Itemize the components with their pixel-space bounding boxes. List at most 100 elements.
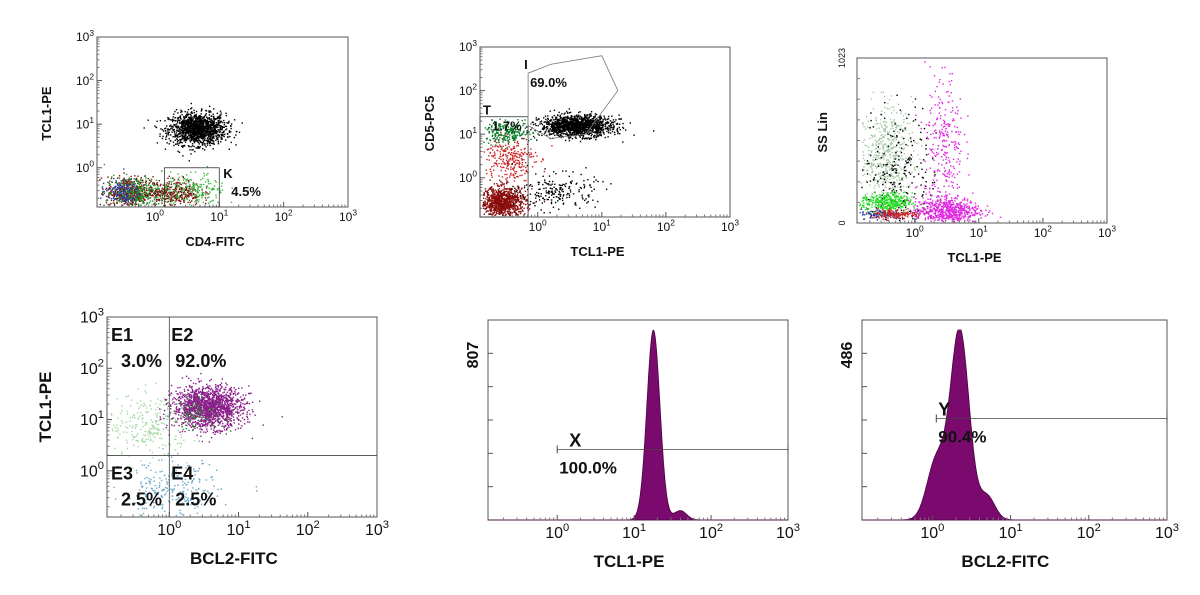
data-point [162,188,165,190]
data-point [144,198,146,201]
data-point [211,200,213,202]
data-point [515,195,517,197]
data-point [589,128,591,131]
data-point [562,133,565,135]
data-point [483,204,486,206]
data-point [577,131,580,133]
data-point [131,201,133,204]
data-point [213,185,216,187]
data-point [195,196,198,198]
data-point [179,131,181,133]
data-point [515,213,517,215]
data-point [205,187,208,189]
data-point [577,129,580,131]
data-point [548,134,551,136]
data-point [491,191,494,194]
data-point [146,194,148,197]
data-point [559,129,561,131]
data-point [221,134,223,137]
data-point [217,201,219,203]
data-point [493,196,496,198]
data-point [563,120,566,122]
data-point [590,119,593,122]
data-point [189,193,191,196]
data-point [522,210,524,212]
data-point [219,190,221,192]
data-point [586,129,588,131]
data-point [193,188,195,190]
data-point [175,132,178,134]
data-point [190,195,192,197]
data-point [191,193,193,195]
data-point [562,125,564,127]
data-point [147,194,149,196]
data-point [191,149,193,151]
data-point [188,122,190,124]
data-point [509,214,511,217]
data-point [109,183,111,185]
data-point [528,208,531,210]
data-point [195,121,197,124]
data-point [507,191,509,193]
data-point [504,212,506,214]
data-point [156,142,159,144]
data-point [181,126,183,128]
data-point [194,131,196,133]
data-point [174,136,176,138]
data-point [215,132,217,135]
data-point [600,124,602,126]
data-point [132,192,135,194]
data-point [221,128,223,131]
data-point [195,132,197,135]
data-point [608,128,610,130]
data-point [594,115,596,117]
data-point [195,193,198,196]
data-point [231,187,233,189]
data-point [197,116,200,118]
data-point [174,186,177,189]
data-point [501,209,503,212]
data-point [500,192,503,195]
data-point [208,132,211,134]
data-point [509,197,511,199]
data-point [576,115,579,117]
data-point [146,203,148,206]
data-point [574,134,576,136]
data-point [202,183,205,186]
data-point [208,130,210,133]
data-point [191,132,193,135]
data-point [201,119,203,121]
data-point [495,205,497,207]
data-point [199,123,201,125]
data-point [193,187,195,189]
data-point [216,124,218,126]
data-point [174,125,176,127]
data-point [516,198,519,200]
data-point [172,188,174,191]
data-point [595,120,597,123]
data-point [177,117,180,119]
data-point [186,122,188,124]
data-point [188,118,191,120]
data-point [116,194,118,196]
data-point [193,131,195,134]
data-point [207,178,209,181]
data-point [133,178,135,180]
data-point [207,117,210,120]
data-point [515,201,517,204]
data-point [184,120,186,122]
data-point [190,134,193,137]
data-point [190,119,193,121]
data-point [187,124,189,126]
data-point [102,188,104,191]
data-point [112,191,114,193]
data-point [579,115,582,118]
data-point [169,200,172,203]
data-point [190,127,193,130]
data-point [172,119,175,121]
data-point [195,200,197,202]
data-point [192,124,194,126]
data-point [142,188,145,190]
data-point [194,126,196,129]
data-point [226,122,228,124]
